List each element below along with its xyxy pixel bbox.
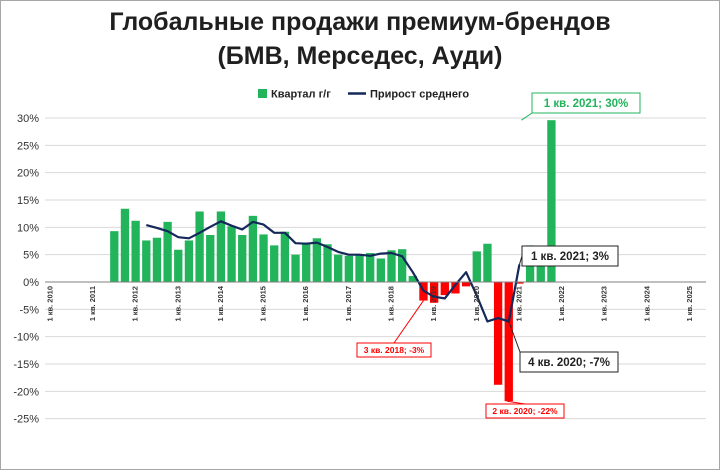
legend-bars-label: Квартал г/г: [271, 89, 331, 101]
bar: [376, 258, 385, 282]
y-tick-label: 30%: [17, 113, 39, 125]
y-tick-label: -10%: [13, 332, 39, 344]
bar: [195, 211, 204, 282]
bar: [238, 234, 247, 282]
x-axis-ticks: 1 кв. 2010 1 кв. 2011 1 кв. 2012 1 кв. 2013…: [45, 285, 694, 321]
bar: [355, 255, 364, 282]
y-tick-label: -20%: [13, 386, 39, 398]
line-series: [146, 220, 521, 323]
x-tick-label: 1 кв. 2020: [472, 286, 481, 321]
bar: [323, 244, 332, 282]
y-tick-label: 10%: [17, 222, 39, 234]
y-tick-label: 0%: [23, 277, 39, 289]
bar: [131, 220, 140, 282]
annotation-box: [356, 342, 432, 358]
bar: [408, 275, 417, 282]
y-tick-label: 25%: [17, 140, 39, 152]
annotations: 1 кв. 2021; 30% 1 кв. 2021; 3% 4 кв. 2020;…: [356, 92, 641, 419]
legend-bars-swatch: [258, 89, 267, 98]
chart-title-line2: (БМВ, Мерседес, Ауди): [217, 42, 503, 70]
y-tick-label: 20%: [17, 168, 39, 180]
y-tick-label: -25%: [13, 414, 39, 426]
bar: [163, 221, 172, 282]
annotation-box: [519, 351, 619, 373]
bar: [206, 234, 215, 282]
bar: [461, 282, 471, 287]
annotation-leader: [521, 112, 533, 121]
x-tick-label: 1 кв. 2025: [685, 286, 694, 321]
bar: [334, 254, 343, 282]
bar: [397, 249, 407, 282]
bar: [120, 208, 130, 282]
bar: [142, 240, 151, 282]
annotation-label: 1 кв. 2021; 3%: [531, 251, 609, 263]
x-tick-label: 1 кв. 2018: [386, 286, 395, 321]
bar: [429, 282, 439, 303]
bar: [366, 253, 375, 282]
bar: [472, 251, 481, 282]
annotation-label: 2 кв. 2020; -22%: [492, 406, 558, 416]
bar: [344, 255, 354, 282]
bar: [547, 120, 556, 282]
annotation-box: [521, 245, 619, 267]
x-tick-label: 1 кв. 2017: [344, 286, 353, 321]
bar: [216, 211, 226, 282]
bar: [270, 245, 279, 282]
y-axis-ticks: 30% 25% 20% 15% 10% 5% 0% -5% -10% -15% -20% -25%: [13, 113, 39, 426]
bar: [184, 240, 194, 282]
bar: [152, 237, 162, 282]
x-tick-label: 1 кв. 2011: [88, 286, 97, 321]
chart-title-line1: Глобальные продажи премиум-брендов: [109, 8, 611, 36]
bar: [110, 231, 119, 282]
annotation-label: 4 кв. 2020; -7%: [528, 357, 610, 369]
bar: [259, 234, 268, 282]
x-tick-label: 1 кв. 2021: [514, 286, 523, 321]
series-line: [146, 220, 521, 323]
bar: [493, 282, 503, 385]
annotation-label: 3 кв. 2018; -3%: [364, 345, 425, 355]
bar: [227, 226, 236, 282]
x-tick-label: 1 кв. 2012: [131, 286, 140, 321]
x-tick-label: 1 кв. 2024: [642, 285, 651, 321]
bar: [451, 282, 460, 294]
x-tick-label: 1 кв. 2022: [557, 286, 566, 321]
bar: [174, 249, 183, 282]
legend: Квартал г/г Прирост среднего: [258, 89, 469, 101]
bar: [536, 265, 545, 282]
y-tick-label: -15%: [13, 359, 39, 371]
annotation-box: [531, 92, 641, 114]
x-tick-label: 1 кв. 2019: [429, 286, 438, 321]
y-tick-label: 5%: [23, 250, 39, 262]
bar: [504, 282, 513, 402]
x-tick-label: 1 кв. 2015: [259, 286, 268, 321]
bar: [440, 282, 449, 296]
y-tick-label: 15%: [17, 195, 39, 207]
bar: [280, 231, 290, 282]
y-tick-label: -5%: [19, 304, 39, 316]
x-tick-label: 1 кв. 2014: [216, 285, 225, 321]
annotation-label: 1 кв. 2021; 30%: [544, 98, 628, 110]
bar: [387, 250, 396, 282]
bar: [248, 215, 258, 282]
bar-series: [110, 120, 556, 402]
x-tick-label: 1 кв. 2023: [600, 286, 609, 321]
bar: [515, 282, 524, 284]
x-tick-label: 1 кв. 2013: [173, 286, 182, 321]
annotation-leader: [508, 321, 521, 353]
bar: [483, 243, 492, 282]
legend-line-label: Прирост среднего: [370, 89, 469, 101]
bar: [291, 254, 300, 282]
bar: [302, 242, 311, 282]
x-tick-label: 1 кв. 2016: [301, 286, 310, 321]
annotation-leader: [393, 300, 424, 344]
annotation-box: [485, 403, 565, 419]
bar: [312, 238, 322, 282]
x-tick-label: 1 кв. 2010: [45, 286, 54, 321]
